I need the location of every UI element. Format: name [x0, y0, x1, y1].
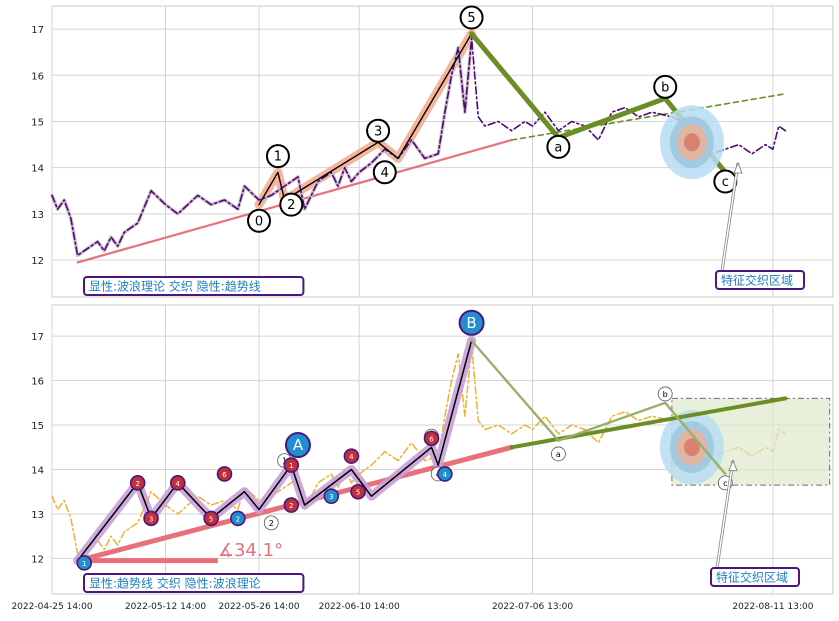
- x-tick-label: 2022-05-26 14:00: [218, 602, 299, 612]
- wave-label: [546, 134, 571, 159]
- price-line: [51, 344, 787, 555]
- major-wave-label-text: A: [293, 436, 304, 454]
- minor-wave-label: [657, 386, 673, 402]
- wave-label: [459, 5, 484, 30]
- wave-marker-text: 6: [222, 471, 227, 479]
- wave-marker-text: 4: [176, 480, 181, 488]
- wave-label-text: 4: [381, 166, 389, 181]
- trend-extension: [510, 93, 787, 141]
- wave-marker: [169, 475, 186, 491]
- minor-wave-label-text: 2: [269, 519, 274, 528]
- wave-marker: [143, 510, 159, 527]
- y-tick-label: 12: [31, 554, 44, 565]
- wave-marker-text: 3: [329, 493, 333, 501]
- y-tick-label: 15: [31, 421, 44, 432]
- y-tick-label: 16: [31, 377, 44, 388]
- x-tick-label: 2022-08-11 13:00: [732, 602, 813, 612]
- wave-marker: [203, 510, 219, 527]
- wave-label-text: 5: [467, 11, 475, 26]
- wave-marker: [423, 430, 440, 447]
- y-tick-label: 17: [31, 25, 44, 36]
- wave-marker-text: 2: [236, 515, 240, 523]
- wave-marker-text: 5: [209, 515, 213, 523]
- major-wave-label: [458, 309, 485, 336]
- annotation-text: 特征交织区域: [716, 570, 788, 585]
- annotation-arrow: [716, 460, 734, 569]
- wave-marker: [230, 510, 246, 527]
- wave-marker-text: 2: [289, 502, 293, 510]
- x-tick-label: 2022-07-06 13:00: [492, 602, 573, 612]
- wave-label-text: c: [722, 175, 729, 190]
- wave-label: [279, 192, 304, 217]
- wave-label: [366, 118, 391, 143]
- wave-label-text: 2: [287, 198, 295, 213]
- y-tick-label: 15: [31, 117, 44, 128]
- wave-marker-text: 6: [429, 435, 434, 443]
- wave-marker-text: 4: [443, 471, 448, 479]
- annotation-arrow-head: [733, 161, 743, 174]
- wave-label-text: 3: [374, 124, 382, 139]
- wave-marker: [437, 466, 453, 482]
- annotation-box: [715, 270, 805, 290]
- y-tick-label: 13: [31, 510, 44, 521]
- wave-marker: [283, 457, 300, 473]
- wave-marker: [343, 448, 360, 464]
- y-tick-label: 14: [31, 466, 44, 477]
- zone-core: [683, 438, 700, 457]
- wave-marker-text: 4: [349, 453, 354, 461]
- wave-label-text: a: [554, 141, 562, 156]
- y-tick-label: 12: [31, 256, 44, 267]
- minor-wave-label: [550, 446, 566, 462]
- annotation-arrow: [721, 162, 739, 272]
- y-tick-label: 17: [31, 332, 44, 343]
- wave-marker-text: 3: [149, 515, 153, 523]
- y-tick-label: 14: [31, 164, 44, 175]
- wave-marker: [323, 488, 340, 504]
- wave-marker: [283, 497, 300, 513]
- legend-text: 显性:波浪理论 交织 隐性:趋势线: [89, 279, 261, 294]
- minor-wave-label-text: c: [723, 479, 727, 488]
- wave-marker: [216, 466, 233, 482]
- x-axis: 2022-04-25 14:00 2022-05-12 14:00 2022-05-…: [11, 602, 813, 612]
- annotation-text: 特征交织区域: [721, 273, 793, 288]
- annotation-arrow-head: [728, 459, 738, 472]
- wave-marker-text: 1: [82, 560, 86, 568]
- wave-marker-text: 1: [289, 462, 293, 470]
- minor-wave-label-text: b: [663, 390, 668, 399]
- y-tick-label: 13: [31, 210, 44, 221]
- minor-wave-label-text: a: [556, 450, 561, 459]
- x-tick-label: 2022-04-25 14:00: [11, 602, 92, 612]
- x-tick-label: 2022-05-12 14:00: [125, 602, 206, 612]
- minor-wave-label: [263, 515, 279, 531]
- wave-label: [372, 160, 397, 185]
- wave-label: [265, 144, 290, 169]
- wave-label-text: 1: [274, 150, 282, 165]
- wave-marker: [350, 483, 366, 500]
- wave-marker: [76, 555, 93, 571]
- legend-box: [83, 573, 305, 593]
- major-wave-label-text: B: [466, 314, 476, 332]
- wave-label-text: b: [661, 80, 669, 95]
- y-tick-label: 16: [31, 71, 44, 82]
- wave-marker-text: 5: [356, 489, 360, 497]
- annotation-box: [710, 567, 800, 587]
- price-line: [51, 37, 787, 257]
- wave-label: [653, 74, 678, 99]
- legend-text: 显性:趋势线 交织 隐性:波浪理论: [89, 576, 261, 591]
- zone-core: [683, 133, 700, 152]
- legend-box: [83, 276, 305, 296]
- bottom-panel: 121314151617∡34.1°1234abc12345621234564A…: [31, 304, 834, 595]
- wave-marker-text: 2: [135, 480, 139, 488]
- x-tick-label: 2022-06-10 14:00: [319, 602, 400, 612]
- wave-label: [247, 208, 272, 233]
- major-wave-label: [284, 432, 311, 459]
- angle-label: ∡34.1°: [218, 540, 283, 561]
- wave-correction-line: [470, 339, 727, 476]
- wave-marker: [129, 475, 146, 491]
- wave-label-text: 0: [255, 214, 263, 229]
- wave-impulse-line: [258, 33, 473, 206]
